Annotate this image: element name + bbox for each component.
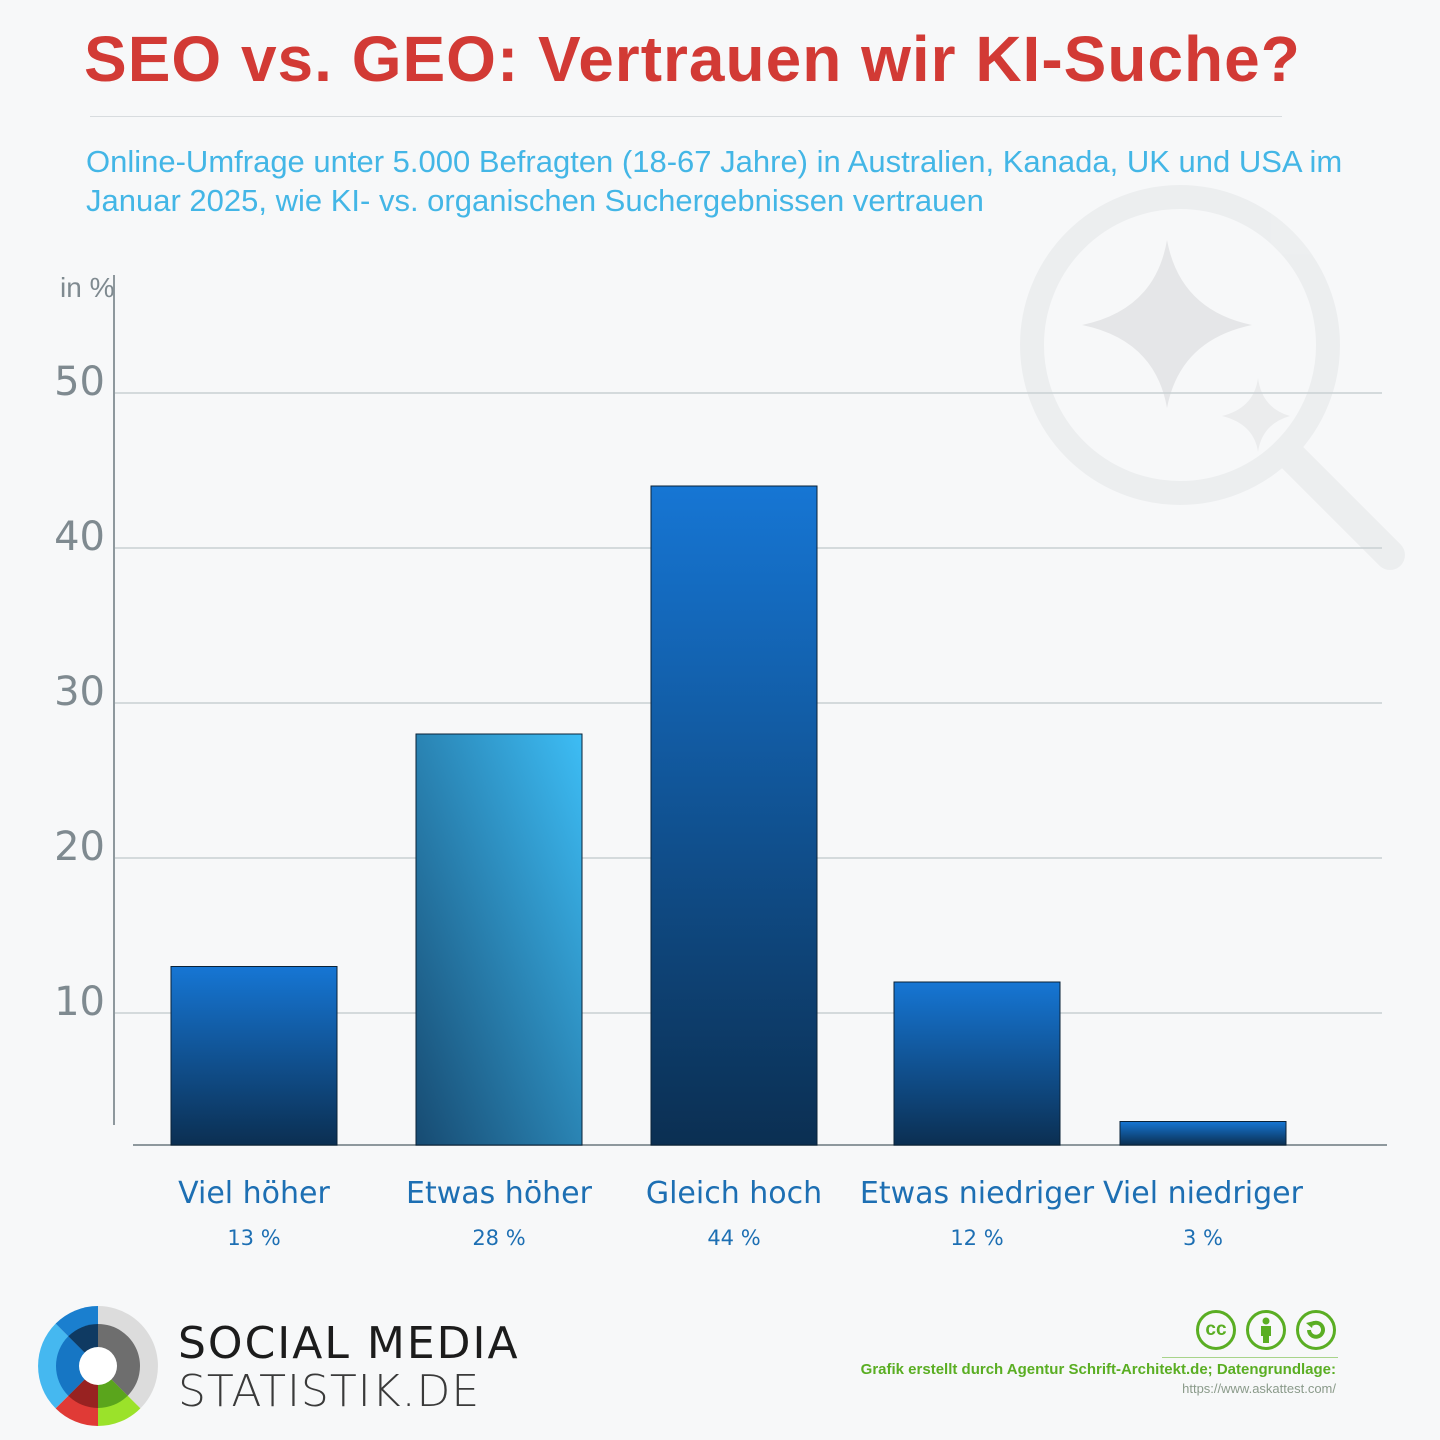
value-label: 3 % xyxy=(1183,1226,1223,1250)
share-alike-icon xyxy=(1296,1310,1336,1350)
subtitle: Online-Umfrage unter 5.000 Befragten (18… xyxy=(86,144,1343,218)
value-label: 13 % xyxy=(227,1226,280,1250)
y-tick-label: 50 xyxy=(54,359,105,405)
brand-name-line1: SOCIAL MEDIA xyxy=(178,1318,520,1369)
page-title: SEO vs. GEO: Vertrauen wir KI-Suche? xyxy=(84,23,1301,95)
credit-text: Grafik erstellt durch Agentur Schrift-Ar… xyxy=(860,1361,1336,1378)
bar-chart: 10 20 30 40 50 in % Viel höher 13 % Etwas höhe… xyxy=(54,185,1405,1250)
y-tick-label: 30 xyxy=(54,669,105,715)
y-tick-label: 40 xyxy=(54,514,105,560)
credit-divider xyxy=(1162,1357,1338,1358)
category-label: Etwas niedriger xyxy=(860,1176,1095,1211)
category-label: Etwas höher xyxy=(406,1176,593,1211)
brand-logo xyxy=(38,1306,158,1426)
source-link[interactable]: https://www.askattest.com/ xyxy=(1182,1381,1336,1396)
cc-license-icon: cc xyxy=(1196,1310,1236,1350)
bar-0 xyxy=(170,966,338,1146)
category-label: Viel niedriger xyxy=(1103,1176,1304,1211)
bar-3 xyxy=(893,981,1061,1146)
value-label: 28 % xyxy=(472,1226,525,1250)
value-label: 44 % xyxy=(707,1226,760,1250)
watermark-search-icon xyxy=(1020,185,1405,570)
brand-name-line2: STATISTIK.DE xyxy=(178,1366,481,1417)
bar-1 xyxy=(415,733,583,1146)
y-axis-label: in % xyxy=(60,272,114,303)
value-label: 12 % xyxy=(950,1226,1003,1250)
category-label: Gleich hoch xyxy=(646,1176,822,1211)
category-label: Viel höher xyxy=(178,1176,330,1211)
bar-4 xyxy=(1119,1121,1287,1146)
attribution-icon xyxy=(1246,1310,1286,1350)
bar-2 xyxy=(650,485,818,1146)
title-divider xyxy=(90,116,1282,117)
y-tick-label: 20 xyxy=(54,824,105,870)
y-tick-label: 10 xyxy=(54,979,105,1025)
